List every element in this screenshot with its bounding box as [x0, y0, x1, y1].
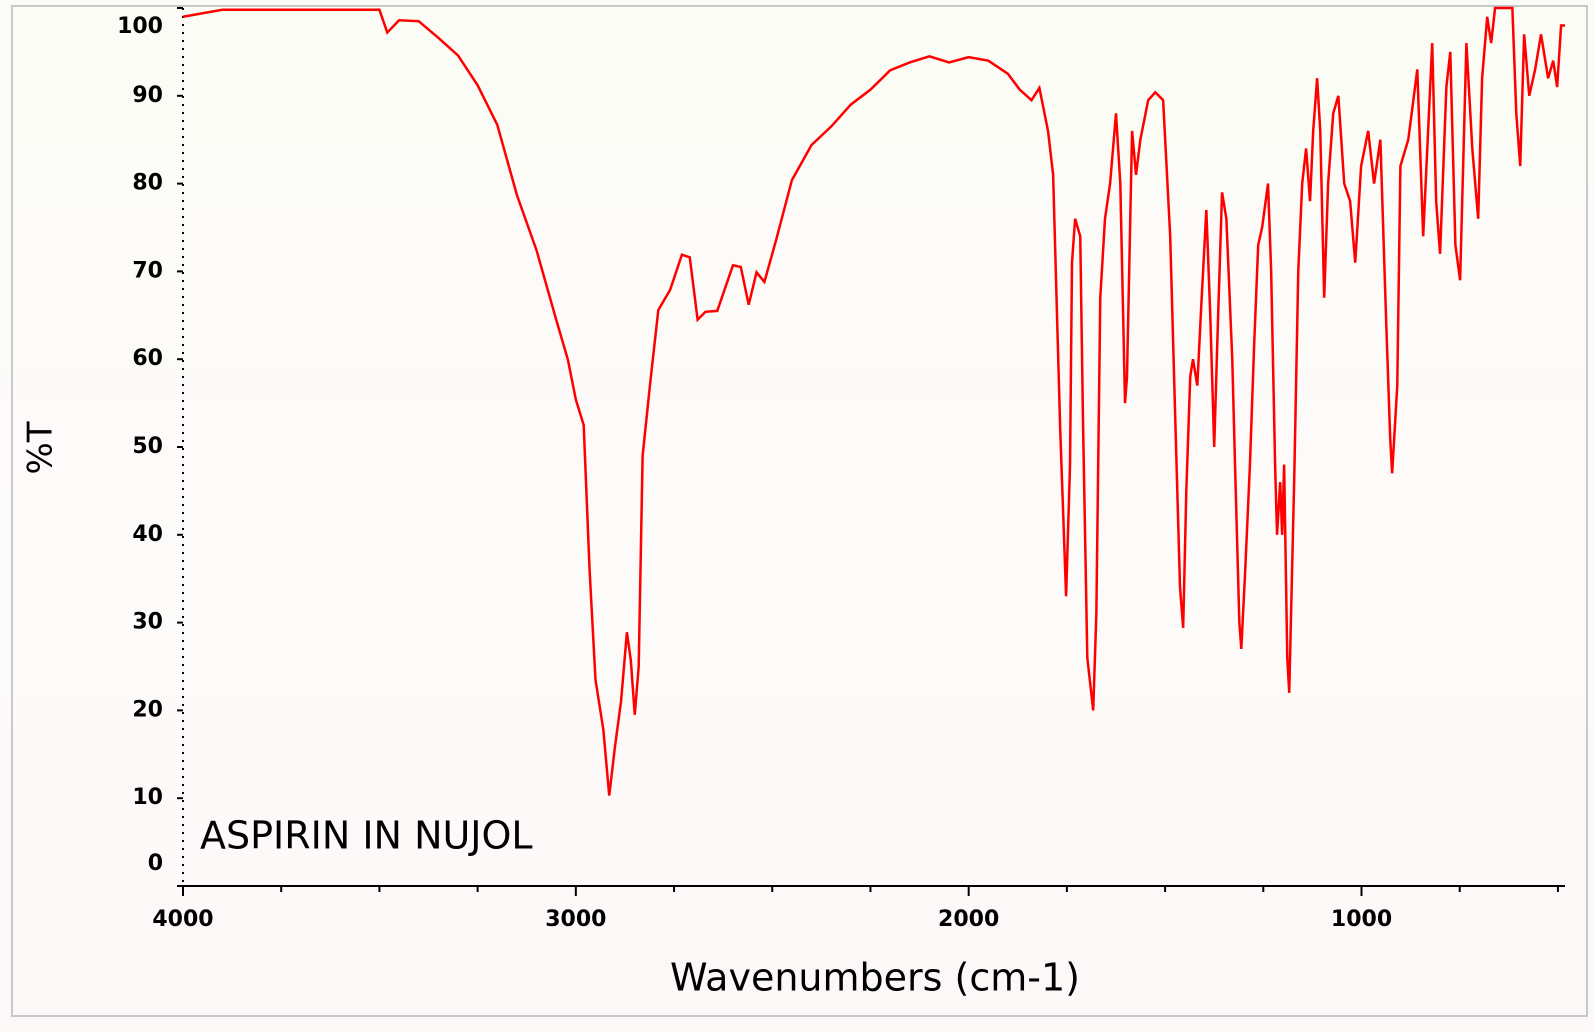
x-axis-label: Wavenumbers (cm-1)	[670, 956, 1080, 1000]
frame	[11, 5, 1588, 1017]
y-tick-label: 30	[132, 610, 163, 635]
y-axis-label: %T	[21, 421, 61, 474]
annotation: ASPIRIN IN NUJOL	[200, 814, 533, 858]
x-tick-label: 2000	[938, 907, 999, 932]
y-tick-label: 60	[132, 346, 163, 371]
x-tick-label: 3000	[545, 907, 606, 932]
y-tick-label: 90	[132, 83, 163, 108]
y-tick-label: 0	[148, 851, 163, 876]
x-tick-label: 4000	[152, 907, 213, 932]
y-tick-label: 50	[132, 434, 163, 459]
y-tick-label: 40	[132, 522, 163, 547]
x-tick-label: 1000	[1331, 907, 1392, 932]
y-tick-label: 70	[132, 258, 163, 283]
y-tick-label: 100	[117, 14, 163, 39]
y-tick-label: 10	[132, 785, 163, 810]
y-tick-label: 80	[132, 171, 163, 196]
spectrum-line	[182, 6, 1565, 796]
y-tick-label: 20	[132, 697, 163, 722]
